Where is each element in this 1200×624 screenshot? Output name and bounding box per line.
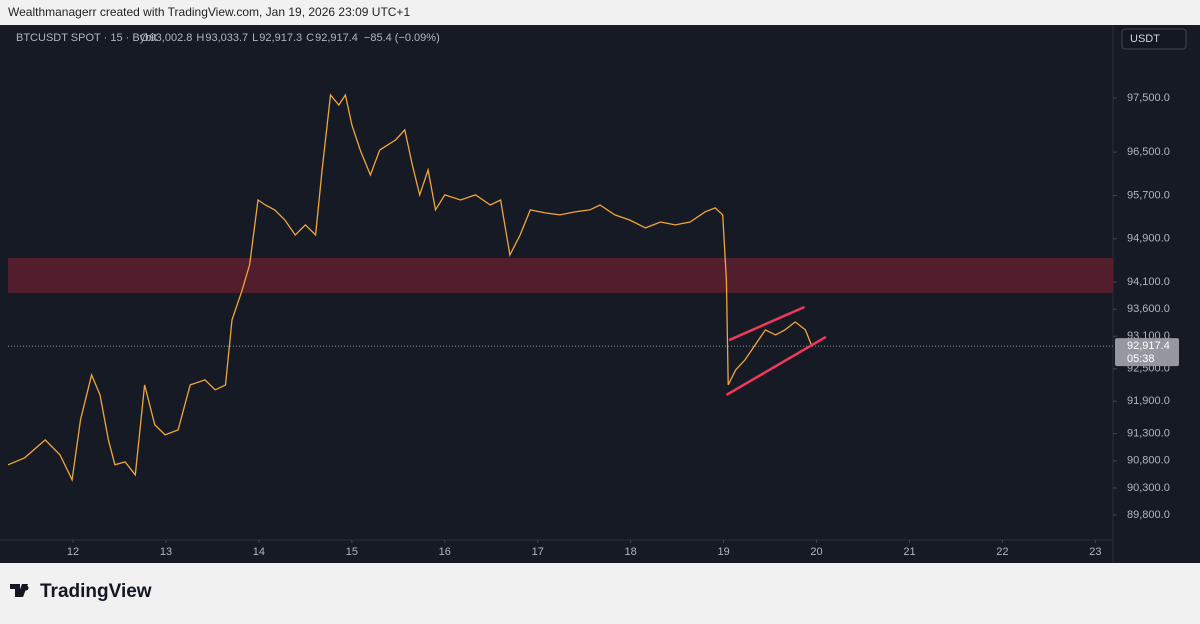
price-label-box: [1115, 338, 1179, 367]
y-tick-label: 95,700.0: [1127, 189, 1170, 201]
y-tick-label: 91,900.0: [1127, 395, 1170, 407]
x-tick-label: 21: [903, 546, 915, 558]
x-tick-label: 23: [1089, 546, 1101, 558]
x-tick-label: 15: [346, 546, 358, 558]
logo-dot: [23, 585, 29, 591]
logo: TradingView: [10, 581, 152, 602]
ohlc-label: C: [306, 32, 314, 44]
logo-text: TradingView: [40, 581, 152, 602]
currency: USDT: [1130, 33, 1160, 45]
y-tick-label: 93,600.0: [1127, 303, 1170, 315]
x-tick-label: 17: [532, 546, 544, 558]
channel-line: [725, 335, 827, 397]
ohlc-value: 93,033.7: [205, 32, 248, 44]
x-tick-label: 19: [717, 546, 729, 558]
ohlc-value: 93,002.8: [150, 32, 193, 44]
countdown: 05:38: [1127, 353, 1155, 365]
y-tick-label: 90,800.0: [1127, 455, 1170, 467]
chart-background: [0, 25, 1200, 563]
price-line: [7, 93, 813, 483]
x-tick-label: 16: [439, 546, 451, 558]
x-tick-label: 22: [996, 546, 1008, 558]
ohlc-label: L: [252, 32, 258, 44]
credit: Wealthmanagerr created with TradingView.…: [8, 5, 410, 19]
resistance-zone: [8, 257, 1113, 293]
symbol: BTCUSDT SPOT · 15 · Bybit: [16, 32, 157, 44]
y-tick-label: 89,800.0: [1127, 509, 1170, 521]
ohlc-label: H: [196, 32, 204, 44]
change: −85.4 (−0.09%): [364, 32, 440, 44]
logo-mark: [10, 584, 28, 597]
currency-box: [1121, 28, 1187, 50]
channel-line: [728, 305, 805, 342]
x-tick-label: 12: [67, 546, 79, 558]
y-tick-label: 90,300.0: [1127, 482, 1170, 494]
y-tick-label: 96,500.0: [1127, 146, 1170, 158]
x-tick-label: 20: [810, 546, 822, 558]
y-tick-label: 91,300.0: [1127, 428, 1170, 440]
ohlc-label: O: [140, 32, 149, 44]
x-tick-label: 13: [160, 546, 172, 558]
ohlc-value: 92,917.3: [259, 32, 302, 44]
x-tick-label: 18: [625, 546, 637, 558]
x-tick-label: 14: [253, 546, 265, 558]
price-label: 92,917.4: [1127, 340, 1170, 352]
top-bar: [0, 0, 1200, 25]
bottom-bar: [0, 563, 1200, 619]
y-tick-label: 94,100.0: [1127, 276, 1170, 288]
ohlc-value: 92,917.4: [315, 32, 358, 44]
y-tick-label: 94,900.0: [1127, 233, 1170, 245]
y-tick-label: 97,500.0: [1127, 92, 1170, 104]
